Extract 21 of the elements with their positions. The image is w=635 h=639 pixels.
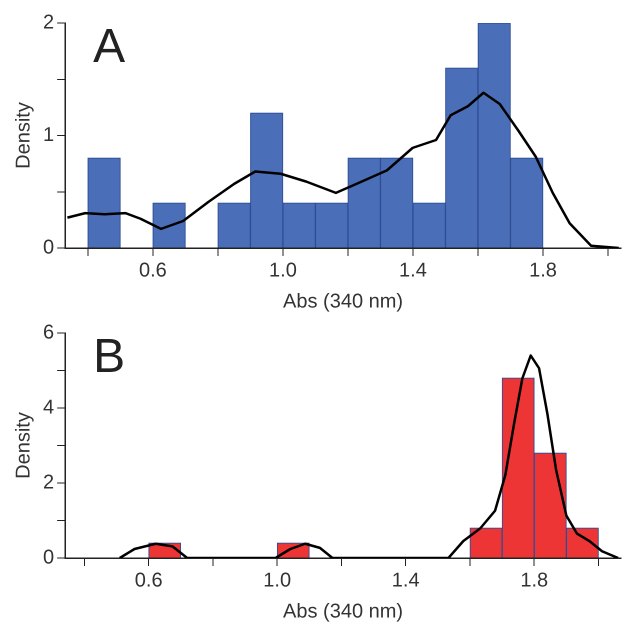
x-tick-label: 1.4 (392, 570, 420, 592)
chart-title: A (93, 20, 126, 74)
y-tick-label: 2 (43, 12, 54, 34)
x-tick-label: 0.6 (138, 260, 167, 282)
y-axis-title: Density (12, 102, 35, 169)
x-tick-label: 0.6 (134, 570, 163, 592)
y-tick-label: 4 (43, 396, 54, 419)
y-tick-label: 6 (43, 322, 54, 344)
y-tick-label: 1 (43, 124, 54, 146)
x-tick-label: 1.0 (263, 570, 292, 592)
x-tick-label: 1.8 (520, 570, 548, 592)
y-axis-title: Density (12, 412, 35, 479)
y-tick-label: 0 (43, 236, 54, 259)
x-axis-title: Abs (340 nm) (283, 600, 404, 623)
x-axis-title: Abs (340 nm) (283, 290, 404, 313)
y-tick-label: 2 (43, 472, 54, 494)
x-tick-label: 1.4 (399, 260, 427, 282)
x-tick-label: 1.0 (269, 260, 297, 282)
x-tick-label: 1.8 (529, 260, 557, 282)
chart-title: B (93, 330, 126, 384)
y-tick-label: 0 (43, 546, 54, 569)
